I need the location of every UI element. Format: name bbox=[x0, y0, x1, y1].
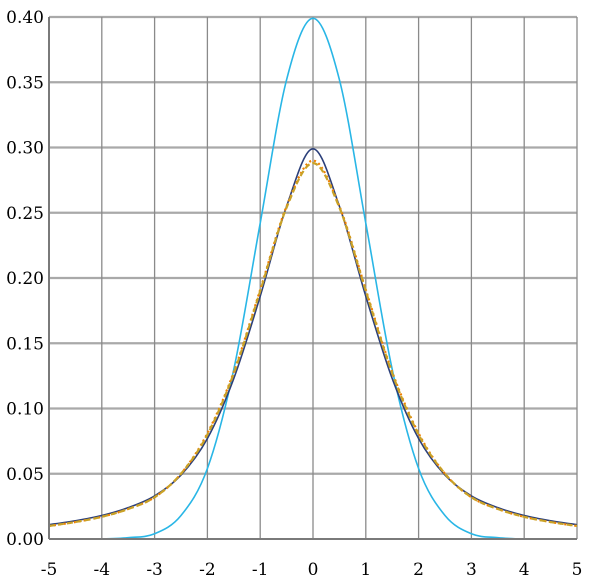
x-tick-label: 5 bbox=[572, 560, 583, 580]
y-tick-label: 0.05 bbox=[6, 465, 44, 485]
x-tick-label: -4 bbox=[94, 560, 111, 580]
y-tick-label: 0.25 bbox=[6, 204, 44, 224]
axes bbox=[48, 17, 577, 540]
x-tick-labels: -5 -4 -3 -2 -1 0 1 2 3 4 5 bbox=[41, 560, 583, 580]
y-tick-label: 0.10 bbox=[6, 400, 44, 420]
x-tick-label: -5 bbox=[41, 560, 58, 580]
plot-lines bbox=[48, 17, 578, 540]
x-tick-label: 0 bbox=[308, 560, 319, 580]
y-tick-label: 0.35 bbox=[6, 73, 44, 93]
x-tick-label: 1 bbox=[360, 560, 371, 580]
y-tick-label: 0.30 bbox=[6, 139, 44, 159]
gridlines bbox=[49, 15, 578, 539]
x-tick-label: 4 bbox=[519, 560, 530, 580]
y-tick-label: 0.20 bbox=[6, 269, 44, 289]
y-tick-label: 0.40 bbox=[6, 8, 44, 28]
y-tick-label: 0.15 bbox=[6, 334, 44, 354]
y-tick-label: 0.00 bbox=[6, 530, 44, 550]
series-line-2 bbox=[48, 148, 578, 526]
x-tick-label: 3 bbox=[466, 560, 477, 580]
series-line-1 bbox=[48, 17, 577, 540]
x-tick-label: -2 bbox=[199, 560, 216, 580]
x-tick-label: -3 bbox=[146, 560, 163, 580]
x-tick-label: -1 bbox=[252, 560, 269, 580]
series-line-4 bbox=[48, 162, 578, 528]
y-tick-labels: 0.00 0.05 0.10 0.15 0.20 0.25 0.30 0.35 0.40 bbox=[6, 8, 44, 550]
x-tick-label: 2 bbox=[413, 560, 424, 580]
